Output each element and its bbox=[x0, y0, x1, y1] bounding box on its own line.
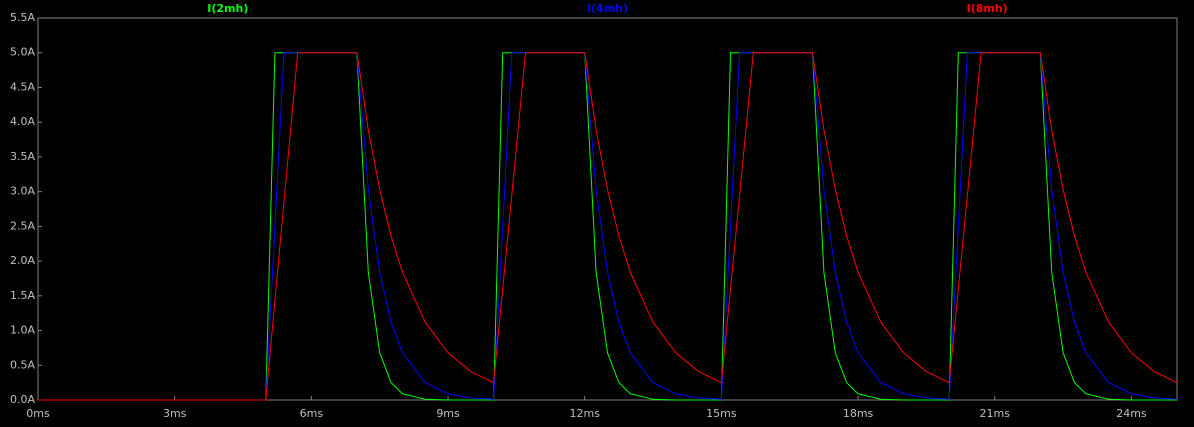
y-tick-label: 3.0A bbox=[10, 185, 35, 198]
y-tick-label: 5.0A bbox=[10, 46, 35, 59]
plot-frame bbox=[37, 17, 1178, 401]
x-tick-label: 12ms bbox=[569, 407, 600, 420]
y-tick-label: 1.0A bbox=[10, 324, 35, 337]
y-tick-label: 5.5A bbox=[10, 11, 35, 24]
x-tick-label: 9ms bbox=[436, 407, 460, 420]
y-tick-label: 3.5A bbox=[10, 150, 35, 163]
y-tick-label: 1.5A bbox=[10, 289, 35, 302]
x-tick-label: 3ms bbox=[163, 407, 187, 420]
series-line bbox=[38, 52, 1177, 401]
x-tick-label: 15ms bbox=[706, 407, 737, 420]
y-tick-label: 4.5A bbox=[10, 80, 35, 93]
legend-label: I(2mh) bbox=[207, 2, 248, 15]
y-tick-label: 2.0A bbox=[10, 254, 35, 267]
y-tick-label: 4.0A bbox=[10, 115, 35, 128]
x-tick-label: 0ms bbox=[26, 407, 50, 420]
y-tick-label: 2.5A bbox=[10, 219, 35, 232]
legend-label: I(8mh) bbox=[967, 2, 1008, 15]
x-tick-label: 6ms bbox=[300, 407, 324, 420]
y-tick-label: 0.5A bbox=[10, 358, 35, 371]
x-tick-label: 21ms bbox=[980, 407, 1011, 420]
y-tick-label: 0.0A bbox=[10, 393, 35, 406]
series-line bbox=[38, 52, 1178, 401]
legend-label: I(4mh) bbox=[587, 2, 628, 15]
series-line bbox=[38, 52, 1178, 401]
x-tick-label: 24ms bbox=[1116, 407, 1147, 420]
x-tick-label: 18ms bbox=[843, 407, 874, 420]
